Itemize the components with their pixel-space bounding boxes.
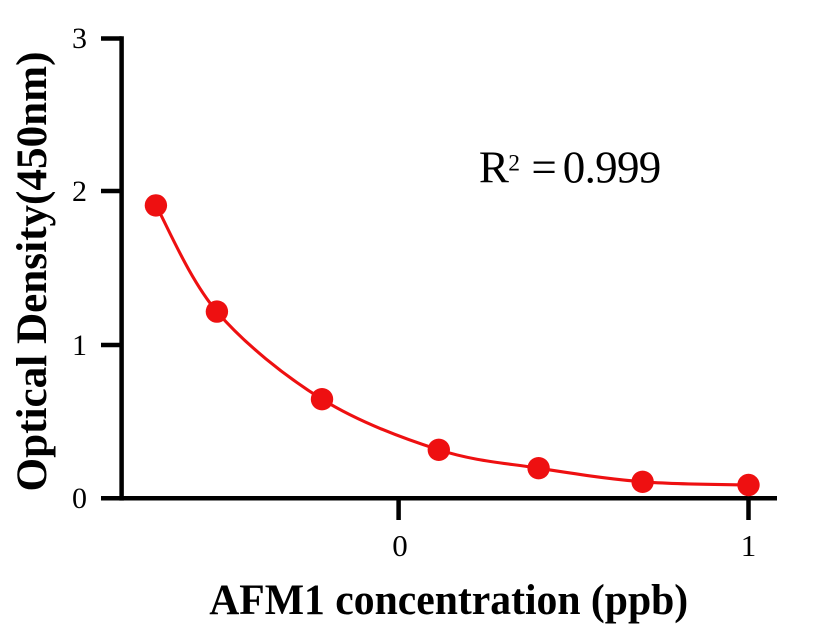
- svg-text:2: 2: [72, 175, 87, 208]
- svg-text:3: 3: [72, 22, 87, 55]
- svg-text:0.999: 0.999: [563, 142, 661, 192]
- svg-text:=: =: [531, 142, 556, 192]
- svg-text:1: 1: [72, 329, 87, 362]
- svg-text:AFM1 concentration (ppb): AFM1 concentration (ppb): [209, 576, 688, 624]
- svg-text:2: 2: [508, 151, 520, 177]
- svg-text:Optical Density(450nm): Optical Density(450nm): [9, 52, 56, 492]
- svg-text:1: 1: [741, 528, 757, 563]
- svg-text:0: 0: [72, 482, 87, 515]
- svg-text:R: R: [479, 142, 509, 192]
- svg-text:0: 0: [392, 528, 408, 563]
